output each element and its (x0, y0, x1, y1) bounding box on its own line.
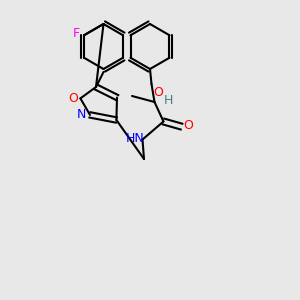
Text: O: O (183, 118, 193, 132)
Text: H: H (164, 94, 173, 107)
Text: HN: HN (126, 131, 145, 145)
Text: O: O (68, 92, 78, 105)
Text: O: O (153, 85, 163, 98)
Text: N: N (77, 108, 86, 122)
Text: F: F (72, 27, 80, 40)
